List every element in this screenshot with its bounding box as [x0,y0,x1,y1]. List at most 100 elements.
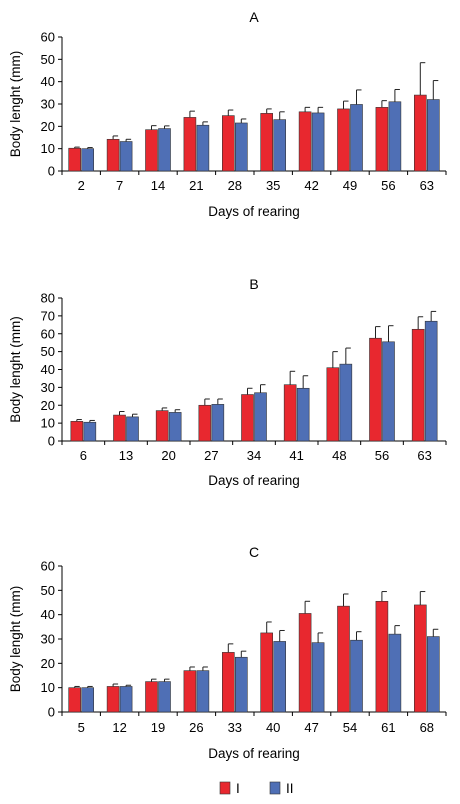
panel-c-x-tick-label: 47 [304,720,318,735]
panel-a-x-tick-label: 14 [151,178,165,193]
panel-c-bar-i [183,670,197,713]
panel-b-bar-ii [126,416,139,442]
panel-a-bar-ii [273,119,287,172]
panel-a-x-tick-label: 42 [304,178,318,193]
panel-a-bar-i [337,108,350,172]
panel-b-bar-ii [424,320,438,442]
panel-b-bar-ii [254,392,267,442]
panel-a-x-tick-label: 49 [343,178,357,193]
panel-b-x-tick-label: 48 [332,448,346,463]
panel-a-bar-ii [311,112,325,172]
panel-a-bar-ii [388,101,402,172]
panel-b-bar-i [283,384,297,442]
panel-b-bar-ii [296,387,310,442]
panel-a-bar-ii [350,104,363,172]
panel-b-bar-ii [168,412,182,442]
panel-c-y-tick-label: 50 [41,583,55,598]
panel-a-bar-i [222,115,235,172]
panel-b-y-tick-label: 40 [41,362,55,377]
panel-c-y-tick-label: 20 [41,656,55,671]
panel-c-y-axis-label: Body lenght (mm) [8,586,23,693]
panel-a-x-axis-label: Days of rearing [208,204,300,219]
legend-swatch-ii [269,781,281,795]
panel-a-x-tick-label: 63 [420,178,434,193]
panel-c-bar-i [337,605,350,713]
panel-c-bar-i [260,632,274,713]
panel-b-bar-ii [211,404,225,442]
panel-c-y-tick-label: 60 [41,559,55,574]
panel-b-y-tick-label: 10 [41,416,55,431]
panel-c-bar-ii [158,681,171,713]
panel-a-bar-ii [81,148,94,172]
panel-c-x-tick-label: 12 [112,720,126,735]
panel-b-y-tick-label: 60 [41,326,55,341]
panel-b-y-tick-label: 80 [41,291,55,306]
panel-c-x-tick-label: 33 [228,720,242,735]
panel-a-bar-i [68,147,81,172]
panel-b-bar-i [113,414,126,442]
panel-b-y-tick-label: 70 [41,308,55,323]
panel-b-x-tick-label: 34 [247,448,261,463]
panel-b-bar-ii [83,421,97,442]
panel-a-x-tick-label: 56 [381,178,395,193]
panel-c-bar-i [413,604,427,713]
panel-a-bar-i [375,107,389,172]
panel-b-bar-i [326,367,340,442]
panel-c-y-tick-label: 10 [41,680,55,695]
panel-c-bar-i [106,686,120,713]
panel-a-x-tick-label: 7 [116,178,123,193]
panel-c-bar-i [222,652,235,713]
panel-b-y-tick-label: 0 [48,434,55,449]
panel-b-bar-i [155,410,169,442]
panel-b-y-tick-label: 50 [41,344,55,359]
panel-a-bar-i [260,113,274,172]
panel-a-bar-ii [426,99,440,172]
panel-a-bar-i [413,94,427,172]
panel-a-bar-i [145,129,158,172]
panel-b-x-tick-label: 41 [289,448,303,463]
panel-c-bar-ii [81,687,94,713]
panel-a-y-tick-label: 10 [41,141,55,156]
panel-a-bar-ii [158,128,171,172]
panel-c-bar-i [298,613,312,713]
panel-a-y-tick-label: 60 [41,30,55,45]
panel-c-bar-ii [119,686,133,713]
panel-b-title: B [249,276,258,292]
panel-c-y-tick-label: 0 [48,705,55,720]
panel-c-x-tick-label: 54 [343,720,357,735]
panel-a-x-tick-label: 2 [78,178,85,193]
panel-c-bar-i [375,600,389,713]
panel-b-x-tick-label: 27 [204,448,218,463]
panel-a-x-tick-label: 28 [228,178,242,193]
panel-a-title: A [249,9,259,25]
panel-b-x-tick-label: 13 [119,448,133,463]
panel-b-y-axis-label: Body lenght (mm) [8,316,23,423]
panel-c-bar-i [145,681,158,713]
panel-b-bar-i [70,421,84,442]
panel-c-bar-ii [235,656,248,713]
legend-label-ii: II [286,781,294,796]
panel-a-x-tick-label: 35 [266,178,280,193]
panel-a-y-tick-label: 40 [41,74,55,89]
panel-c-y-tick-label: 30 [41,632,55,647]
panel-c-x-tick-label: 68 [420,720,434,735]
panel-c-x-tick-label: 5 [78,720,85,735]
panel-b-bar-ii [339,363,353,442]
panel-c-title: C [249,544,259,560]
panel-b-bar-i [241,394,254,442]
panel-a-y-axis-label: Body lenght (mm) [8,51,23,158]
panel-c-bar-ii [196,670,210,713]
panel-c-bar-i [68,687,81,713]
panel-b-x-axis-label: Days of rearing [208,473,300,488]
panel-c-bar-ii [388,633,402,713]
panel-c-bar-ii [426,636,440,713]
panel-a-bar-i [298,111,312,172]
panel-a-y-tick-label: 20 [41,119,55,134]
panel-a-y-tick-label: 50 [41,52,55,67]
panel-b-y-tick-label: 20 [41,398,55,413]
panel-c-x-tick-label: 19 [151,720,165,735]
panel-b-x-tick-label: 6 [80,448,87,463]
panel-c-y-tick-label: 40 [41,607,55,622]
